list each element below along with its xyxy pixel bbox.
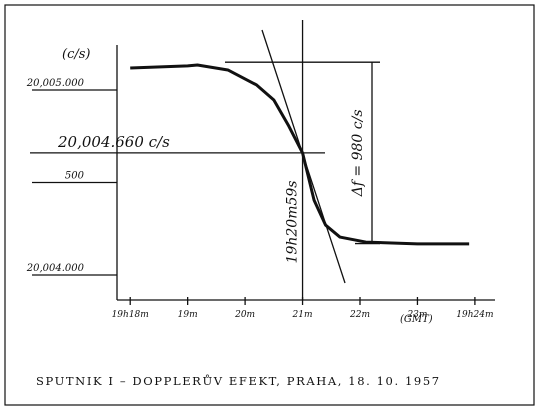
x-tick-label: 23m [406,310,427,320]
caption: SPUTNIK I – DOPPLERŮV EFEKT, PRAHA, 18. … [36,374,441,388]
x-tick-label: 22m [349,310,370,320]
y-tick-label: 20,004.000 [26,263,85,274]
x-tick-label: 19h24m [456,310,493,320]
y-tick-label: 500 [65,170,85,181]
y-unit: (c/s) [62,47,90,62]
x-tick-label: 21m [292,310,313,320]
level-label: 20,004.660 c/s [57,133,170,151]
time-label: 19h20m59s [285,181,301,264]
y-tick-label: 20,005.000 [26,78,85,89]
data-line [130,63,470,246]
delta-label: Δf = 980 c/s [350,109,366,197]
x-tick-label: 20m [234,310,255,320]
x-tick-label: 19m [178,310,198,320]
x-tick-label: 19h18m [112,310,149,320]
x-unit: (GMT) [400,314,433,325]
frame [4,4,535,406]
